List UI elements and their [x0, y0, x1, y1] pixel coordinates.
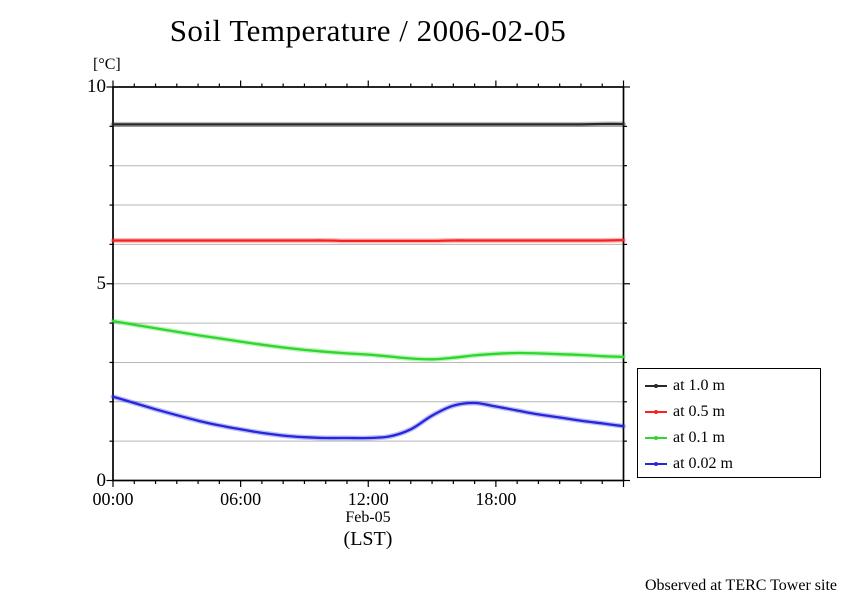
series-line-at0.02m	[111, 395, 625, 440]
footer-annotations: Observed at TERC Tower site Created Auto…	[277, 536, 837, 595]
legend-swatch-line	[645, 462, 667, 466]
x-tick-label: 00:00	[92, 489, 134, 509]
x-tick-label: 18:00	[475, 489, 517, 509]
x-tick-label: 12:00	[347, 489, 389, 509]
x-tick-label: 06:00	[220, 489, 262, 509]
chart-title: Soil Temperature / 2006-02-05	[169, 13, 567, 48]
plot-frame	[112, 86, 625, 482]
legend-item-label: at 0.02 m	[673, 455, 733, 472]
series-line-at0.1m	[111, 319, 625, 361]
y-axis-unit-label: [°C]	[93, 56, 121, 73]
legend-swatch-line	[645, 384, 667, 388]
series-line-at0.5m	[111, 238, 625, 243]
legend-item: at 0.5 m	[638, 399, 820, 425]
legend-item: at 1.0 m	[638, 373, 820, 399]
y-tick-label: 10	[87, 76, 106, 97]
x-axis-unit-label: (LST)	[343, 528, 393, 550]
y-tick-label: 0	[96, 469, 107, 491]
legend-swatch-line	[645, 436, 667, 440]
annotation-observed: Observed at TERC Tower site	[644, 577, 837, 594]
legend: at 1.0 m at 0.5 m at 0.1 m at 0.02 m	[637, 368, 821, 478]
legend-swatch-dot	[654, 436, 658, 440]
legend-item-label: at 1.0 m	[673, 377, 725, 394]
x-axis-date-label: Feb-05	[345, 509, 391, 526]
legend-swatch-dot	[654, 410, 658, 414]
legend-swatch-dot	[654, 384, 658, 388]
legend-swatch-dot	[654, 462, 658, 466]
legend-item-label: at 0.5 m	[673, 403, 725, 420]
legend-item: at 0.02 m	[638, 451, 820, 477]
legend-item: at 0.1 m	[638, 425, 820, 451]
y-tick-label: 5	[96, 272, 107, 294]
legend-swatch-line	[645, 410, 667, 414]
legend-item-label: at 0.1 m	[673, 429, 725, 446]
